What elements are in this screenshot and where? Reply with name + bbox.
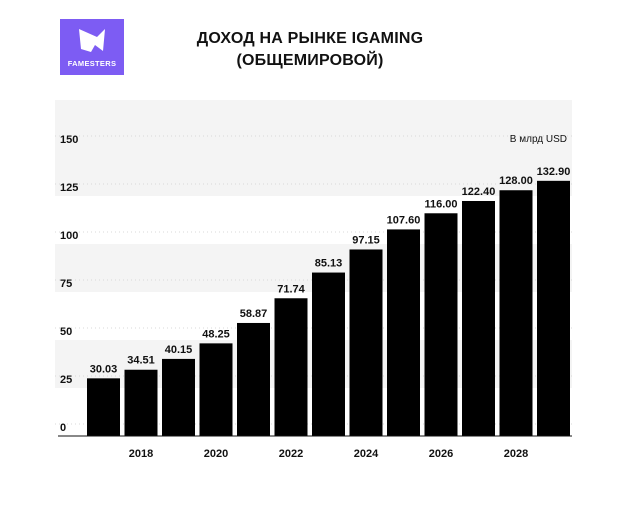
y-tick-label: 25 — [60, 374, 72, 386]
y-tick-label: 0 — [60, 422, 66, 434]
bar — [199, 343, 233, 436]
bar — [87, 378, 120, 436]
bar — [237, 322, 270, 436]
bar — [312, 272, 345, 436]
bar — [162, 358, 195, 436]
y-tick-label: 100 — [60, 230, 78, 242]
bar — [499, 190, 533, 436]
famesters-logo-icon — [79, 29, 105, 52]
bar-value-label: 128.00 — [499, 175, 533, 187]
chart-title: ДОХОД НА РЫНКЕ IGAMING (ОБЩЕМИРОВОЙ) — [170, 28, 450, 72]
bar — [124, 369, 158, 436]
chart-title-line1: ДОХОД НА РЫНКЕ IGAMING — [196, 30, 424, 47]
bar — [424, 213, 458, 436]
x-tick-label: 2024 — [354, 448, 379, 460]
bar-value-label: 34.51 — [127, 355, 155, 367]
bar-value-label: 116.00 — [424, 198, 457, 210]
y-tick-label: 150 — [60, 134, 78, 146]
x-tick-label: 2022 — [279, 448, 303, 460]
bar — [537, 180, 570, 436]
grid-band — [55, 100, 572, 148]
brand-name: FAMESTERS — [67, 59, 117, 68]
x-tick-label: 2026 — [429, 448, 453, 460]
bar-value-label: 85.13 — [315, 258, 343, 270]
bar-value-label: 40.15 — [165, 344, 193, 356]
bar — [349, 249, 383, 436]
bar-value-label: 71.74 — [277, 283, 305, 295]
x-tick-label: 2020 — [204, 448, 228, 460]
bar-value-label: 97.15 — [352, 234, 380, 246]
chart-title-line2: (ОБЩЕМИРОВОЙ) — [236, 52, 384, 69]
x-tick-label: 2028 — [504, 448, 528, 460]
bar — [387, 229, 420, 436]
bar-value-label: 107.60 — [387, 214, 421, 226]
grid-band — [55, 148, 572, 196]
unit-label: В млрд USD — [510, 134, 567, 145]
brand-logo: FAMESTERS — [60, 19, 124, 75]
bar-value-label: 48.25 — [202, 328, 230, 340]
bar-value-label: 122.40 — [462, 186, 496, 198]
bar-value-label: 30.03 — [90, 363, 118, 375]
bar — [462, 200, 495, 436]
bar — [274, 298, 308, 436]
y-tick-label: 125 — [60, 182, 78, 194]
bar-value-label: 132.90 — [537, 166, 571, 178]
y-tick-label: 50 — [60, 326, 72, 338]
y-tick-label: 75 — [60, 278, 72, 290]
x-tick-label: 2018 — [129, 448, 153, 460]
bar-value-label: 58.87 — [240, 308, 268, 320]
